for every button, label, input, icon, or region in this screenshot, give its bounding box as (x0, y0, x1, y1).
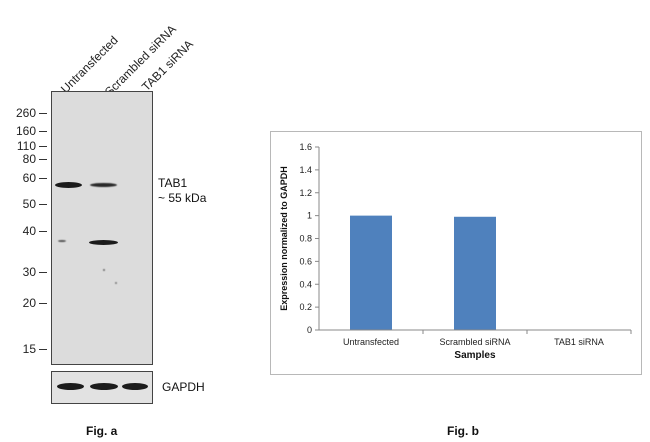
blot-speck (103, 269, 105, 271)
mw-marker-15: 15 (22, 342, 36, 356)
mw-marker-50: 50 (22, 197, 36, 211)
mw-marker-160: 160 (15, 124, 36, 138)
band-gapdh-scrambled (90, 383, 118, 390)
y-tick-label: 0.6 (299, 256, 312, 266)
mw-tick (39, 349, 47, 350)
blot-image-gapdh (51, 371, 153, 404)
band-nonspecific-untransfected (58, 240, 66, 242)
mw-marker-60: 60 (22, 171, 36, 185)
chart-frame: 0 0.2 0.4 0.6 0.8 1 1.2 1.4 1.6 Untransfected Scr… (270, 131, 642, 375)
mw-tick (39, 303, 47, 304)
x-tick-label: Untransfected (343, 337, 399, 347)
target-protein-label: TAB1 (158, 176, 188, 190)
band-tab1-untransfected (55, 182, 82, 188)
x-tick-label: TAB1 siRNA (554, 337, 604, 347)
bar-chart: 0 0.2 0.4 0.6 0.8 1 1.2 1.4 1.6 Untransfected Scr… (279, 142, 632, 361)
y-tick-label: 1 (307, 211, 312, 221)
mw-marker-40: 40 (22, 224, 36, 238)
band-gapdh-untransfected (57, 383, 84, 390)
mw-tick (39, 231, 47, 232)
figure-a-caption: Fig. a (86, 424, 118, 438)
y-tick-label: 0 (307, 325, 312, 335)
x-tick-label: Scrambled siRNA (439, 337, 510, 347)
blot-image-tab1 (51, 91, 153, 365)
y-tick-label: 0.2 (299, 302, 312, 312)
y-tick-label: 0.8 (299, 234, 312, 244)
band-tab1-scrambled (90, 183, 117, 187)
mw-marker-80: 80 (22, 152, 36, 166)
blot-speck (115, 282, 117, 284)
band-gapdh-tab1 (122, 383, 148, 390)
y-tick-label: 0.4 (299, 279, 312, 289)
mw-marker-30: 30 (22, 265, 36, 279)
mw-tick (39, 159, 47, 160)
mw-marker-260: 260 (15, 106, 36, 120)
loading-control-label: GAPDH (162, 380, 205, 394)
mw-tick (39, 146, 47, 147)
mw-tick (39, 204, 47, 205)
figure-b-caption: Fig. b (447, 424, 479, 438)
y-axis-label: Expression normalized to GAPDH (279, 166, 289, 311)
y-tick-label: 1.2 (299, 188, 312, 198)
mw-marker-20: 20 (22, 296, 36, 310)
x-axis-label: Samples (454, 350, 496, 361)
y-tick-label: 1.6 (299, 142, 312, 152)
mw-tick (39, 131, 47, 132)
target-size-label: ~ 55 kDa (158, 191, 207, 205)
mw-tick (39, 272, 47, 273)
mw-marker-110: 110 (16, 139, 36, 153)
bar-untransfected (350, 215, 392, 330)
bar-scrambled-sirna (454, 216, 496, 330)
mw-tick (39, 178, 47, 179)
mw-tick (39, 113, 47, 114)
y-tick-label: 1.4 (299, 165, 312, 175)
band-nonspecific-scrambled (89, 240, 118, 245)
